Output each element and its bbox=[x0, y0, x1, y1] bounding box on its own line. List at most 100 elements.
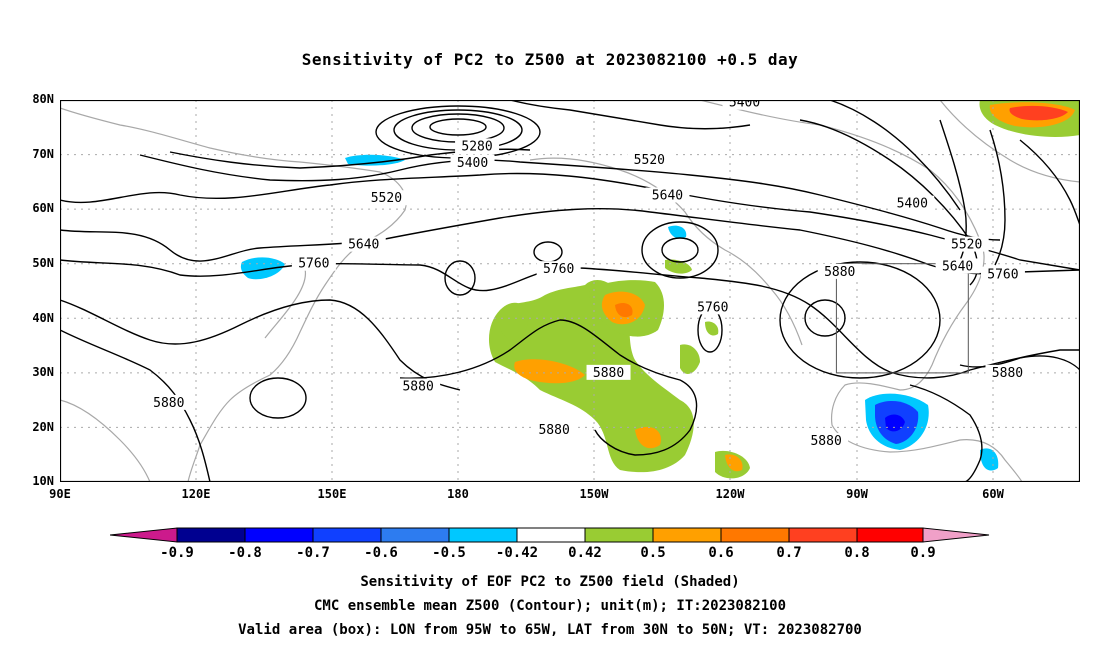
map-panel: 5400 5280 5400 5520 5520 5640 5400 5520 5640 5640… bbox=[60, 100, 1080, 482]
contour-line bbox=[661, 237, 699, 263]
lon-label-120e: 120E bbox=[181, 487, 211, 501]
lat-label-50n: 50N bbox=[32, 256, 54, 270]
colorbar-label: 0.6 bbox=[708, 545, 734, 561]
lon-label-150e: 150E bbox=[317, 487, 347, 501]
colorbar-segment bbox=[448, 527, 518, 543]
shade-positive bbox=[725, 454, 743, 472]
contour-label: 5880 bbox=[153, 396, 184, 411]
colorbar-segment bbox=[788, 527, 858, 543]
coastline-se-asia bbox=[60, 399, 151, 482]
shade-positive bbox=[680, 344, 700, 374]
contour-line bbox=[444, 260, 476, 296]
colorbar-label: -0.7 bbox=[296, 545, 330, 561]
contour-line bbox=[909, 384, 983, 482]
contour-line bbox=[989, 129, 1006, 266]
shade-negative bbox=[345, 154, 405, 166]
map-title: Sensitivity of PC2 to Z500 at 2023082100… bbox=[301, 50, 799, 69]
coastline-greenland bbox=[939, 100, 1080, 183]
map-frame bbox=[60, 100, 1080, 482]
contour-line bbox=[60, 172, 1080, 271]
contour-line bbox=[139, 154, 1001, 241]
lon-label-90e: 90E bbox=[49, 487, 71, 501]
lat-label-30n: 30N bbox=[32, 365, 54, 379]
contour-label-bg bbox=[890, 195, 935, 211]
contour-label-bg bbox=[627, 152, 672, 168]
contour-label-bg bbox=[980, 266, 1025, 282]
shade-positive bbox=[514, 359, 585, 384]
contour-label: 5760 bbox=[987, 268, 1018, 283]
colorbar bbox=[110, 527, 990, 543]
colorbar-segment bbox=[652, 527, 722, 543]
contour-line bbox=[509, 100, 751, 130]
shade-positive bbox=[615, 303, 633, 318]
colorbar-label: 0.9 bbox=[910, 545, 936, 561]
colorbar-segment bbox=[244, 527, 314, 543]
contour-label: 5760 bbox=[697, 300, 728, 315]
contour-label: 5400 bbox=[729, 100, 760, 111]
contour-line bbox=[533, 241, 563, 263]
contour-line bbox=[641, 221, 719, 279]
contour-line bbox=[804, 299, 846, 337]
lat-label-60n: 60N bbox=[32, 201, 54, 215]
shade-negative bbox=[980, 448, 999, 471]
lat-label-80n: 80N bbox=[32, 92, 54, 106]
caption-line: Sensitivity of EOF PC2 to Z500 field (Sh… bbox=[360, 574, 740, 590]
colorbar-segment bbox=[516, 527, 586, 543]
shade-positive bbox=[665, 259, 692, 274]
shade-negative bbox=[240, 257, 285, 280]
lon-label-120w: 120W bbox=[715, 487, 745, 501]
shade-positive bbox=[1009, 105, 1068, 121]
lon-label-150w: 150W bbox=[579, 487, 609, 501]
colorbar-label: -0.42 bbox=[495, 545, 539, 561]
contour-line bbox=[959, 355, 1080, 371]
colorbar-label: -0.5 bbox=[432, 545, 466, 561]
contour-label: 5400 bbox=[457, 156, 488, 171]
lon-label-180: 180 bbox=[447, 487, 469, 501]
contour-label-bg bbox=[455, 138, 500, 154]
colorbar-label: -0.8 bbox=[228, 545, 262, 561]
colorbar-high-end bbox=[922, 527, 990, 543]
contour-label: 5400 bbox=[897, 197, 928, 212]
contour-label-bg bbox=[536, 261, 581, 277]
lat-label-20n: 20N bbox=[32, 420, 54, 434]
contour-label: 5880 bbox=[538, 423, 569, 438]
colorbar-label: 0.8 bbox=[844, 545, 870, 561]
contour-label-bg bbox=[396, 378, 441, 394]
contour-label-bg bbox=[935, 258, 980, 274]
lon-label-60w: 60W bbox=[982, 487, 1004, 501]
contour-label: 5520 bbox=[371, 191, 402, 206]
caption-line: CMC ensemble mean Z500 (Contour); unit(m… bbox=[313, 598, 786, 614]
colorbar-label: -0.9 bbox=[160, 545, 194, 561]
contour-label: 5640 bbox=[348, 238, 379, 253]
contour-label-bg bbox=[291, 255, 336, 271]
contour-label-bg bbox=[364, 190, 409, 206]
shade-positive bbox=[635, 426, 661, 449]
valid-area-box bbox=[835, 263, 969, 374]
contour-line bbox=[779, 261, 941, 379]
contour-label: 5280 bbox=[461, 139, 492, 154]
contour-line bbox=[399, 319, 698, 456]
contour-label: 5640 bbox=[652, 189, 683, 204]
colorbar-segment bbox=[312, 527, 382, 543]
contour-line bbox=[60, 299, 461, 391]
contour-label-bg bbox=[146, 394, 191, 410]
coastline-alaska bbox=[529, 157, 803, 346]
contour-label: 5880 bbox=[992, 366, 1023, 381]
contour-label-bg bbox=[690, 299, 735, 315]
colorbar-segment bbox=[720, 527, 790, 543]
contour-labels: 5400 5280 5400 5520 5520 5640 5400 5520 5640 5640… bbox=[146, 100, 1030, 449]
lat-label-40n: 40N bbox=[32, 311, 54, 325]
contour-label-bg bbox=[341, 236, 386, 252]
contour-label-bg bbox=[985, 364, 1030, 380]
colorbar-segment bbox=[176, 527, 246, 543]
coastline-north-america bbox=[699, 100, 1023, 482]
contour-label: 5880 bbox=[402, 380, 433, 395]
colorbar-label: 0.7 bbox=[776, 545, 802, 561]
contour-line bbox=[60, 329, 211, 482]
contour-label-bg bbox=[532, 422, 577, 438]
colorbar-segment bbox=[380, 527, 450, 543]
contour-label-bg bbox=[645, 187, 690, 203]
contour-line bbox=[429, 118, 487, 136]
contour-line bbox=[1019, 139, 1080, 226]
contour-label-bg bbox=[804, 433, 849, 449]
